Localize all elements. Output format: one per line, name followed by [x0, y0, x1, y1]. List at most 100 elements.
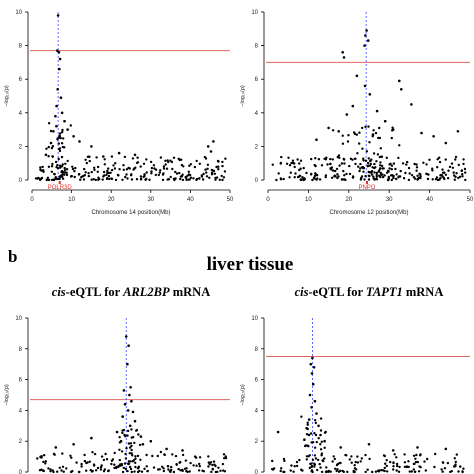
snp-point: [140, 470, 144, 473]
snp-point: [178, 171, 181, 175]
snp-point: [323, 157, 326, 160]
snp-point: [462, 467, 465, 470]
snp-point: [128, 424, 132, 428]
snp-point: [271, 163, 274, 166]
snp-point: [121, 415, 124, 418]
snp-point: [50, 170, 53, 173]
snp-point: [211, 468, 214, 471]
snp-point: [60, 111, 64, 115]
snp-point: [164, 159, 167, 162]
snp-point: [34, 177, 38, 180]
snp-point: [458, 175, 462, 178]
snp-point: [127, 166, 130, 170]
snp-point: [158, 171, 161, 174]
snp-point: [167, 160, 170, 164]
snp-point: [53, 173, 56, 176]
snp-point: [378, 126, 381, 130]
snp-point: [145, 453, 148, 457]
snp-point: [331, 129, 335, 132]
snp-point: [51, 145, 55, 148]
snp-point: [374, 470, 378, 473]
snp-point: [398, 175, 402, 178]
snp-point: [116, 173, 120, 177]
snp-point: [383, 466, 386, 470]
snp-point: [124, 457, 128, 460]
snp-point: [457, 176, 460, 180]
y-tick-label: 10: [251, 316, 258, 322]
snp-point: [61, 465, 65, 468]
snp-point: [69, 124, 73, 127]
snp-point: [208, 176, 211, 179]
snp-point: [130, 399, 133, 403]
y-axis-label: −log₁₀(p): [4, 384, 10, 406]
y-tick-label: 2: [255, 439, 259, 445]
snp-point: [308, 466, 311, 470]
snp-point: [159, 156, 163, 159]
y-tick-label: 10: [15, 316, 22, 322]
snp-point: [338, 156, 341, 159]
snp-point: [331, 158, 334, 161]
snp-point: [102, 458, 106, 462]
snp-point: [61, 177, 65, 180]
snp-point: [145, 177, 148, 181]
snp-point: [455, 172, 458, 175]
snp-point: [174, 454, 178, 458]
snp-point: [378, 174, 381, 177]
snp-point: [39, 168, 42, 171]
snp-point: [211, 463, 214, 467]
snp-point: [219, 469, 222, 472]
snp-point: [314, 421, 317, 425]
snp-point: [364, 453, 367, 457]
snp-point: [366, 468, 369, 471]
snp-point: [313, 432, 316, 435]
snp-point: [149, 439, 153, 443]
snp-point: [407, 465, 410, 469]
snp-point: [461, 175, 464, 178]
snp-point: [205, 175, 209, 178]
snp-point: [195, 464, 198, 467]
snp-point: [458, 465, 462, 468]
snp-point: [364, 159, 368, 162]
snp-point: [157, 173, 160, 177]
snp-point: [352, 469, 355, 473]
snp-point: [129, 386, 132, 389]
snp-point: [117, 151, 121, 155]
snp-point: [313, 454, 317, 457]
snp-point: [58, 149, 62, 153]
snp-point: [43, 454, 46, 457]
snp-point: [58, 175, 61, 178]
snp-point: [87, 174, 91, 178]
snp-point: [313, 465, 316, 468]
snp-point: [82, 174, 85, 178]
snp-point: [292, 161, 295, 165]
y-tick-label: 6: [255, 378, 259, 384]
snp-point: [207, 465, 210, 468]
snp-point: [395, 462, 399, 466]
snp-point: [118, 458, 122, 462]
snp-point: [306, 423, 309, 426]
snp-point: [339, 469, 342, 472]
snp-point: [181, 449, 184, 452]
snp-point: [361, 126, 364, 130]
snp-point: [58, 177, 61, 181]
snp-point: [324, 470, 328, 474]
snp-point: [113, 451, 116, 455]
snp-point: [188, 173, 192, 177]
snp-point: [124, 452, 127, 456]
snp-point: [223, 457, 226, 460]
snp-point: [71, 167, 75, 171]
snp-point: [285, 162, 289, 165]
snp-point: [403, 453, 406, 456]
snp-point: [47, 145, 50, 149]
snp-point: [302, 166, 305, 170]
snp-point: [152, 466, 156, 469]
snp-point: [110, 459, 114, 462]
snp-point: [298, 162, 301, 165]
y-tick-label: 4: [255, 111, 259, 117]
snp-point: [107, 177, 111, 181]
snp-point: [372, 129, 375, 132]
snp-point: [125, 173, 128, 176]
plot-title: cis-eQTL for TAPT1 mRNA: [295, 285, 444, 299]
snp-point: [107, 174, 111, 178]
snp-point: [307, 418, 311, 421]
